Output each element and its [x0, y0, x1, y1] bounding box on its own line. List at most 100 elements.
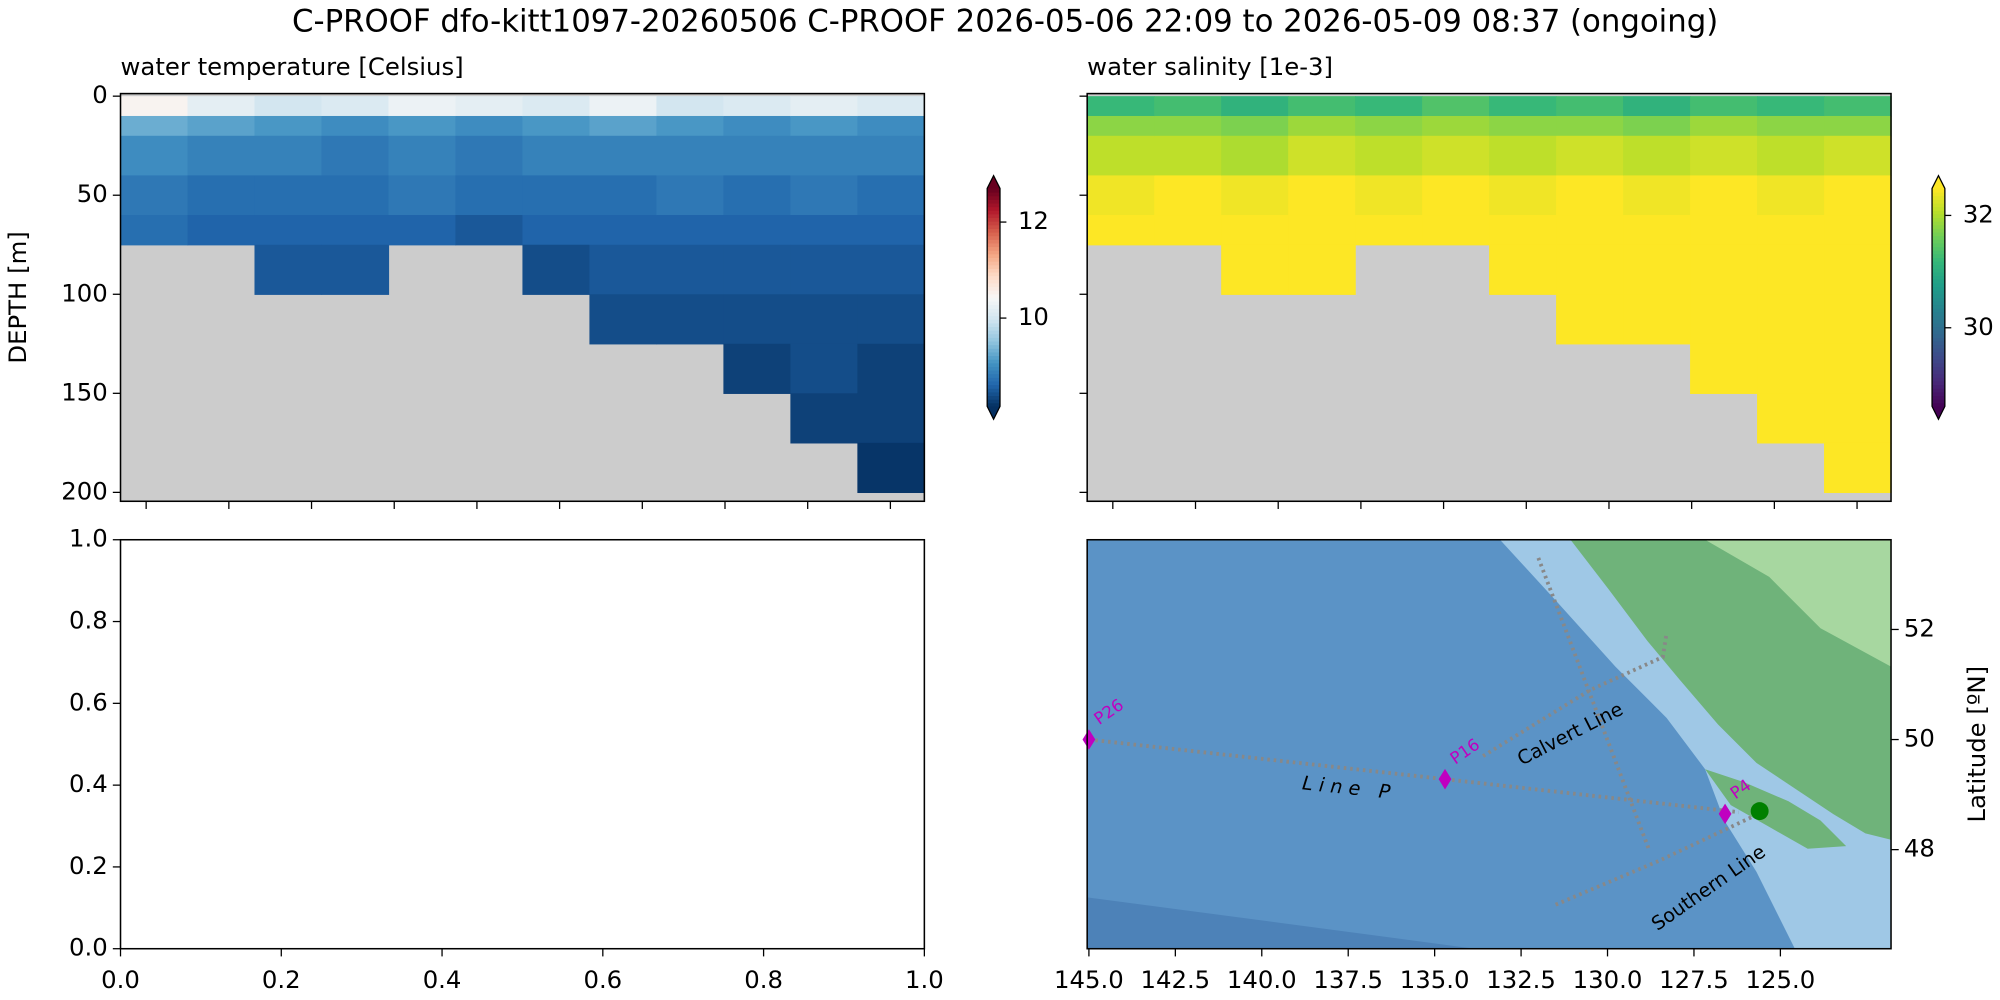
heatmap-cell — [120, 135, 189, 177]
colorbar-tick-label: 32 — [1963, 199, 1994, 228]
colorbar-segment — [1932, 399, 1945, 404]
heatmap-cell — [1690, 215, 1758, 246]
colorbar-segment — [987, 257, 1000, 262]
colorbar-segment — [987, 206, 1000, 211]
x-tick-label: 137.5 — [1313, 965, 1383, 994]
colorbar-frame — [986, 174, 1001, 421]
colorbar-segment — [1932, 264, 1945, 269]
heatmap-cell — [1690, 96, 1758, 117]
colorbar-segment — [987, 348, 1000, 353]
heatmap-cell — [455, 115, 524, 137]
colorbar-segment — [1932, 188, 1945, 193]
heatmap-cell — [1154, 215, 1222, 246]
heatmap-cell — [656, 175, 725, 216]
x-tick-label: 130.0 — [1573, 965, 1643, 994]
heatmap-cell — [388, 135, 457, 177]
y-tick-label: 48 — [1904, 834, 1935, 863]
colorbar-segment — [1932, 297, 1945, 302]
colorbar-segment — [1932, 380, 1945, 386]
colorbar-segment — [1932, 290, 1945, 295]
colorbar-segment — [1932, 315, 1945, 320]
y-tick-label: 0.6 — [69, 687, 108, 716]
heatmap-cell — [790, 175, 859, 216]
heatmap-cell — [321, 215, 390, 246]
heatmap-cell — [1623, 96, 1691, 117]
colorbar-segment — [987, 282, 1000, 288]
colorbar-segment — [987, 362, 1000, 367]
heatmap-cell — [1288, 135, 1356, 177]
colorbar-segment — [1932, 272, 1945, 277]
y-tick-label: 50 — [1904, 724, 1935, 753]
colorbar-segment — [987, 297, 1000, 302]
colorbar-tick-label: 30 — [1963, 312, 1994, 341]
colorbar-segment — [1932, 322, 1945, 328]
heatmap-cell — [857, 244, 925, 295]
heatmap-cell — [1690, 343, 1758, 394]
subplot-title: water salinity [1e-3] — [1087, 52, 1333, 81]
heatmap-cell — [1154, 135, 1222, 177]
heatmap-cell — [1221, 96, 1289, 117]
heatmap-cell — [1623, 175, 1691, 216]
heatmap-cell — [1288, 175, 1356, 216]
heatmap-cell — [723, 135, 792, 177]
heatmap-cell — [1824, 442, 1892, 494]
heatmap-cell — [656, 135, 725, 177]
heatmap-cell — [187, 175, 256, 216]
heatmap-cell — [1824, 244, 1892, 295]
y-tick-label: 0 — [92, 80, 107, 109]
heatmap-cell — [1690, 135, 1758, 177]
heatmap-cell — [589, 135, 658, 177]
x-tick-label: 1.0 — [905, 965, 944, 994]
y-tick-label: 1.0 — [69, 524, 108, 553]
x-tick-label: 135.0 — [1400, 965, 1470, 994]
heatmap-cell — [1556, 115, 1624, 137]
station-marker — [1082, 729, 1096, 750]
colorbar-segment — [1932, 391, 1945, 397]
subplot-title: water temperature [Celsius] — [121, 52, 464, 81]
heatmap-cell — [187, 115, 256, 137]
heatmap-cell — [1221, 175, 1289, 216]
heatmap-cell — [857, 343, 925, 394]
heatmap-cell — [790, 96, 859, 117]
axes-frame — [1086, 92, 1892, 503]
heatmap-cell — [1422, 175, 1490, 216]
heatmap-cell — [790, 294, 859, 345]
x-tick-label: 127.5 — [1659, 965, 1729, 994]
colorbar-segment — [1932, 235, 1945, 240]
colorbar-segment — [1932, 217, 1945, 222]
heatmap-cell — [1623, 135, 1691, 177]
colorbar-segment — [1932, 195, 1945, 200]
heatmap-cell — [1422, 115, 1490, 137]
heatmap-cell — [656, 215, 725, 246]
heatmap-cell — [321, 96, 390, 117]
heatmap-cell — [857, 215, 925, 246]
y-tick-label: 200 — [61, 476, 107, 505]
colorbar-segment — [987, 275, 1000, 280]
heatmap-cell — [589, 175, 658, 216]
heatmap-cell — [1154, 175, 1222, 216]
heatmap-cell — [1489, 135, 1557, 177]
colorbar-tick-label: 10 — [1018, 302, 1049, 331]
colorbar-segment — [987, 239, 1000, 244]
glider-position — [1750, 802, 1769, 821]
heatmap-cell — [1422, 135, 1490, 177]
colorbar-segment — [987, 359, 1000, 364]
heatmap-cell — [723, 175, 792, 216]
colorbar-segment — [987, 293, 1000, 298]
colorbar-segment — [1932, 293, 1945, 298]
y-tick-label: 0.0 — [69, 933, 108, 962]
colorbar-segment — [1932, 199, 1945, 204]
figure-title: C-PROOF dfo-kitt1097-20260506 C-PROOF 20… — [292, 4, 1718, 40]
heatmap-cell — [1288, 244, 1356, 295]
colorbar-segment — [987, 279, 1000, 284]
heatmap-cell — [857, 135, 925, 177]
heatmap-cell — [790, 393, 859, 444]
track — [1554, 814, 1754, 907]
colorbar-extend-min — [987, 406, 1000, 420]
colorbar-segment — [1932, 253, 1945, 258]
heatmap-cell — [1623, 115, 1691, 137]
y-tick-label: 0.8 — [69, 606, 108, 635]
heatmap-cell — [1355, 135, 1423, 177]
colorbar-segment — [987, 384, 1000, 389]
heatmap-cell — [455, 175, 524, 216]
